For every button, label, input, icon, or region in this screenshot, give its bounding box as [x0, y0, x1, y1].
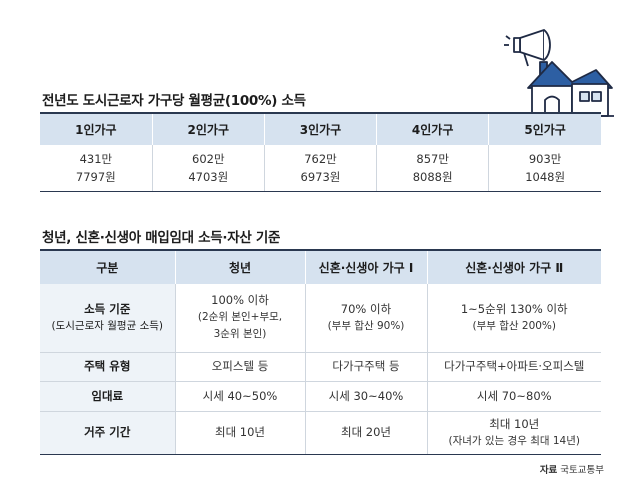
col-header-1person: 1인가구 [40, 112, 153, 145]
row-header-rent: 임대료 [40, 381, 175, 412]
cell-line: (2순위 본인+부모, [197, 311, 283, 324]
income-table-title: 전년도 도시근로자 가구당 월평균(100%) 소득 [42, 93, 306, 109]
col-header-5person: 5인가구 [488, 112, 601, 145]
cell-youth-rent: 시세 40~50% [174, 381, 305, 412]
col-header-2person: 2인가구 [151, 112, 265, 145]
income-cell-5person: 903만 1048원 [488, 145, 601, 192]
col-header-newlywed-1: 신혼·신생아 가구 Ⅰ [304, 249, 427, 284]
source-label: 자료 [539, 465, 558, 476]
source-value: 국토교통부 [560, 465, 604, 476]
income-man: 431만 [79, 152, 113, 166]
income-won: 6973원 [300, 170, 341, 184]
cell-line: 최대 10년 [489, 416, 540, 431]
source-note: 자료 국토교통부 [540, 462, 604, 476]
table-row: 431만 7797원 602만 4703원 762만 6973원 857만 8088원 … [40, 145, 601, 192]
cell-line: (부부 합산 90%) [327, 319, 405, 332]
cell-line: (자녀가 있는 경우 최대 14년) [448, 434, 580, 447]
row-label-sub: (도시근로자 월평균 소득) [51, 319, 163, 332]
cell-newlywed1-rent: 시세 30~40% [304, 381, 427, 412]
cell-line: 100% 이하 [211, 293, 269, 308]
row-label: 소득 기준 [84, 301, 131, 316]
income-cell-2person: 602만 4703원 [151, 145, 265, 192]
income-cell-3person: 762만 6973원 [263, 145, 377, 192]
income-won: 7797원 [75, 170, 116, 184]
income-cell-1person: 431만 7797원 [40, 145, 153, 192]
income-man: 762만 [304, 152, 337, 166]
cell-youth-period: 최대 10년 [174, 411, 305, 455]
cell-youth-housing: 오피스텔 등 [174, 352, 305, 382]
cell-line: (부부 합산 200%) [472, 319, 557, 332]
income-won: 4703원 [188, 170, 229, 184]
criteria-table: 구분 청년 신혼·신생아 가구 Ⅰ 신혼·신생아 가구 Ⅱ 소득 기준 (도시근… [40, 249, 601, 455]
table-row: 소득 기준 (도시근로자 월평균 소득) 100% 이하 (2순위 본인+부모,… [40, 284, 601, 353]
col-header-3person: 3인가구 [263, 112, 377, 145]
cell-line: 1~5순위 130% 이하 [460, 301, 568, 316]
house-icon [524, 61, 614, 117]
income-won: 8088원 [412, 170, 453, 184]
col-header-youth: 청년 [174, 249, 305, 284]
criteria-table-title: 청년, 신혼·신생아 매입임대 소득·자산 기준 [42, 230, 281, 246]
row-header-income: 소득 기준 (도시근로자 월평균 소득) [40, 284, 175, 353]
cell-newlywed1-housing: 다가구주택 등 [304, 352, 427, 382]
cell-newlywed2-income: 1~5순위 130% 이하 (부부 합산 200%) [426, 284, 601, 353]
income-man: 602만 [192, 152, 225, 166]
table-row: 주택 유형 오피스텔 등 다가구주택 등 다가구주택+아파트·오피스텔 [40, 352, 601, 382]
cell-newlywed2-rent: 시세 70~80% [426, 381, 601, 412]
row-header-housing: 주택 유형 [40, 352, 175, 382]
cell-newlywed2-housing: 다가구주택+아파트·오피스텔 [426, 352, 601, 382]
cell-youth-income: 100% 이하 (2순위 본인+부모, 3순위 본인) [174, 284, 305, 353]
table-row: 임대료 시세 40~50% 시세 30~40% 시세 70~80% [40, 381, 601, 412]
income-man: 903만 [528, 152, 562, 166]
cell-line: 3순위 본인) [213, 328, 267, 341]
income-won: 1048원 [525, 170, 566, 184]
row-header-period: 거주 기간 [40, 411, 175, 455]
megaphone-icon [504, 29, 551, 67]
table-row: 거주 기간 최대 10년 최대 20년 최대 10년 (자녀가 있는 경우 최대… [40, 411, 601, 455]
cell-line: 70% 이하 [340, 301, 392, 316]
income-cell-4person: 857만 8088원 [376, 145, 489, 192]
cell-newlywed1-income: 70% 이하 (부부 합산 90%) [304, 284, 427, 353]
income-table: 1인가구 2인가구 3인가구 4인가구 5인가구 431만 7797원 602만 4… [40, 112, 601, 192]
col-header-category: 구분 [40, 249, 175, 284]
megaphone-house-illustration [504, 29, 614, 117]
cell-newlywed2-period: 최대 10년 (자녀가 있는 경우 최대 14년) [426, 411, 601, 455]
income-man: 857만 [416, 152, 449, 166]
col-header-4person: 4인가구 [376, 112, 489, 145]
cell-newlywed1-period: 최대 20년 [304, 411, 427, 455]
col-header-newlywed-2: 신혼·신생아 가구 Ⅱ [426, 249, 601, 284]
